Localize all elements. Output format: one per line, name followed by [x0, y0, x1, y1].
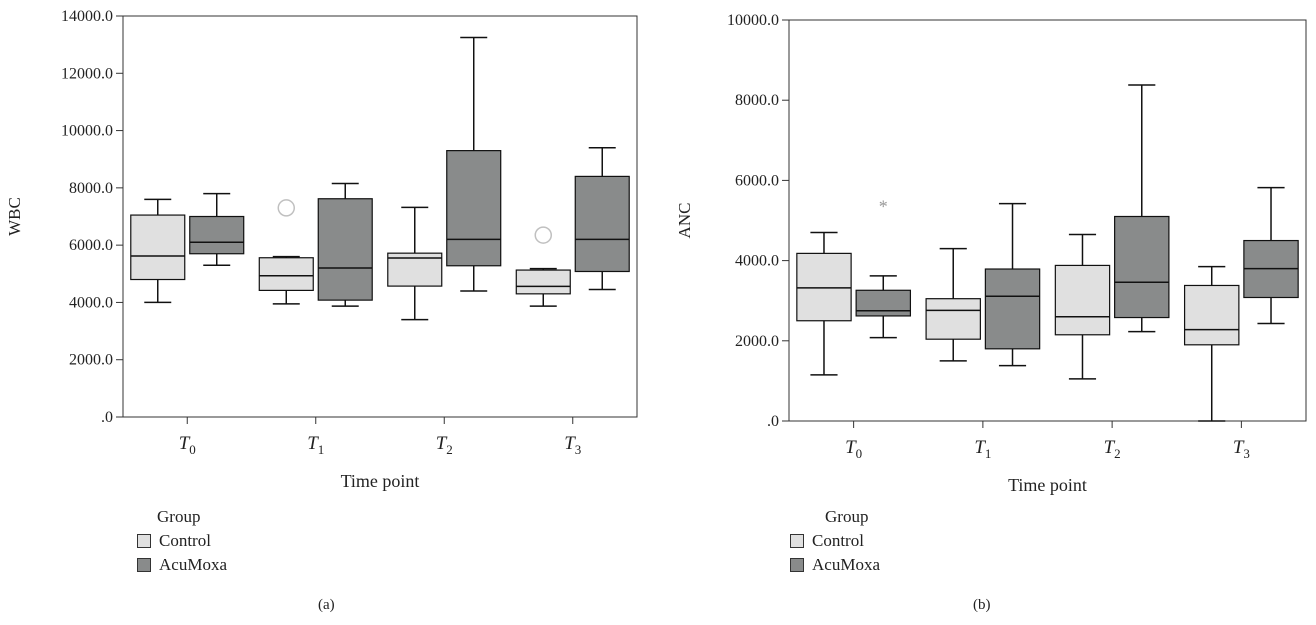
x-tick-label: T1	[307, 433, 324, 457]
box-acumoxa-t0	[189, 192, 245, 266]
y-tick-label: 6000.0	[735, 172, 779, 189]
x-tick-label: T0	[845, 437, 862, 461]
box-control-t2	[1054, 233, 1111, 380]
legend-a: Group Control AcuMoxa	[137, 505, 227, 577]
panel-label-b: (b)	[973, 597, 991, 613]
box-acumoxa-t0	[855, 275, 912, 339]
box-acumoxa-t3	[574, 147, 630, 291]
plot-frame	[122, 15, 638, 418]
x-tick-label: T2	[1104, 437, 1121, 461]
x-axis-label: Time point	[341, 471, 420, 491]
box-control-t0	[130, 198, 186, 304]
x-tick-label: T3	[1233, 437, 1250, 461]
box-iqr	[258, 257, 314, 291]
control-swatch	[790, 534, 804, 548]
x-tick-label: T1	[974, 437, 991, 461]
y-axis-label: WBC	[5, 197, 24, 236]
box-iqr	[130, 214, 186, 281]
anc-boxplot-chart: .0 2000.0 4000.0 6000.0 8000.0 10000.0 ANC T0 T1…	[675, 12, 1307, 495]
x-axis-label: Time point	[1008, 475, 1087, 495]
y-tick-label: 2000.0	[735, 333, 779, 350]
y-tick-label: 10000.0	[61, 123, 113, 140]
box-acumoxa-t1	[984, 202, 1041, 367]
box-control-t2	[387, 206, 443, 321]
box-iqr	[446, 150, 502, 267]
box-iqr	[189, 215, 245, 255]
box-acumoxa-t1	[317, 182, 373, 307]
box-acumoxa-t3	[1243, 186, 1299, 325]
box-iqr	[317, 198, 373, 301]
outlier-point	[277, 199, 296, 217]
box-acumoxa-t2	[1114, 84, 1170, 333]
control-swatch	[137, 534, 151, 548]
x-tick-label: T0	[179, 433, 196, 457]
x-tick-label: T2	[436, 433, 453, 457]
y-tick-label: 4000.0	[735, 253, 779, 270]
y-tick-label: 14000.0	[61, 8, 113, 25]
x-tick-label: T3	[564, 433, 581, 457]
outlier-point: *	[879, 196, 888, 216]
box-iqr	[796, 252, 852, 322]
wbc-boxplot-chart: .0 2000.0 4000.0 6000.0 8000.0 10000.0 12000.0…	[5, 8, 638, 491]
legend-label-acumoxa: AcuMoxa	[812, 555, 880, 574]
y-tick-label: .0	[101, 409, 113, 426]
legend-title: Group	[825, 507, 869, 526]
y-tick-label: 6000.0	[69, 237, 113, 254]
legend-label-control: Control	[159, 531, 211, 550]
box-control-t1	[925, 247, 981, 362]
y-axis-label: ANC	[675, 203, 694, 239]
panel-label-a: (a)	[318, 597, 335, 613]
box-iqr	[1183, 284, 1240, 346]
legend-title: Group	[157, 507, 201, 526]
box-control-t0	[796, 231, 852, 376]
box-control-t1	[258, 255, 314, 305]
legend-label-acumoxa: AcuMoxa	[159, 555, 227, 574]
y-tick-label: 8000.0	[69, 180, 113, 197]
legend-item-control: Control	[137, 529, 227, 553]
legend-item-control: Control	[790, 529, 880, 553]
box-iqr	[925, 298, 981, 340]
y-tick-label: .0	[767, 413, 779, 430]
y-tick-label: 12000.0	[61, 65, 113, 82]
legend-label-control: Control	[812, 531, 864, 550]
box-iqr	[855, 289, 912, 317]
legend-item-acumoxa: AcuMoxa	[790, 553, 880, 577]
box-acumoxa-t2	[446, 36, 502, 292]
plot-frame	[788, 19, 1307, 422]
box-iqr	[1114, 215, 1170, 319]
box-iqr	[574, 175, 630, 273]
box-iqr	[1054, 264, 1111, 336]
legend-item-acumoxa: AcuMoxa	[137, 553, 227, 577]
box-control-t3	[515, 267, 571, 307]
legend-b: Group Control AcuMoxa	[790, 505, 880, 577]
box-iqr	[515, 269, 571, 295]
y-tick-label: 2000.0	[69, 352, 113, 369]
acumoxa-swatch	[790, 558, 804, 572]
box-control-t3	[1183, 265, 1240, 422]
y-tick-label: 10000.0	[727, 12, 779, 29]
outlier-point	[534, 226, 553, 244]
box-iqr	[984, 268, 1041, 350]
y-tick-label: 8000.0	[735, 92, 779, 109]
y-tick-label: 4000.0	[69, 294, 113, 311]
acumoxa-swatch	[137, 558, 151, 572]
